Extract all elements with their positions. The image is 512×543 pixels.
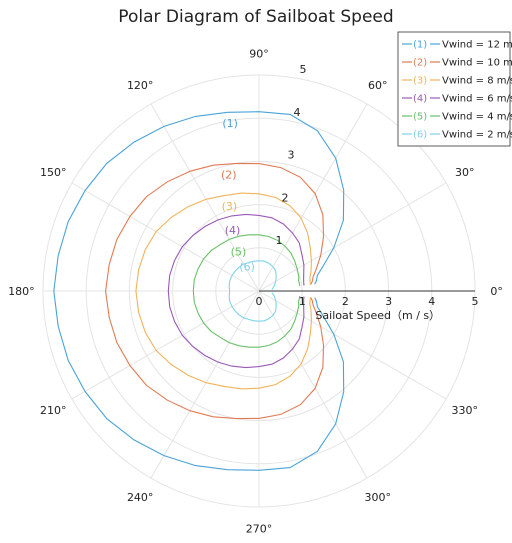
legend-marker: (5) bbox=[413, 112, 427, 123]
legend-marker: (3) bbox=[413, 76, 427, 87]
theta-tick-label: 150° bbox=[40, 166, 67, 179]
legend-entry: Vwind = 2 m/s bbox=[442, 130, 512, 141]
grid-spoke-7 bbox=[71, 290, 260, 400]
theta-tick-label: 210° bbox=[40, 404, 67, 417]
r-tick-label-upper: 1 bbox=[276, 234, 283, 247]
r-tick-label: 4 bbox=[428, 295, 435, 308]
chart-title: Polar Diagram of Sailboat Speed bbox=[118, 7, 393, 27]
curve-label-5: (5) bbox=[231, 245, 247, 258]
grid-spoke-10 bbox=[258, 290, 368, 479]
polar-grid bbox=[42, 74, 476, 508]
theta-tick-label: 240° bbox=[127, 491, 154, 504]
grid-spoke-4 bbox=[150, 103, 260, 292]
r-tick-label: 5 bbox=[472, 295, 479, 308]
theta-tick-label: 300° bbox=[365, 491, 392, 504]
legend-marker: (1) bbox=[413, 40, 427, 51]
curve-label-4: (4) bbox=[225, 224, 241, 237]
legend-marker: (4) bbox=[413, 94, 427, 105]
legend-entry: Vwind = 10 m/s bbox=[442, 58, 512, 69]
legend-marker: (6) bbox=[413, 130, 427, 141]
r-tick-label-upper: 4 bbox=[294, 106, 301, 119]
series-line-1 bbox=[53, 111, 345, 471]
r-tick-label: 3 bbox=[385, 295, 392, 308]
theta-tick-label: 60° bbox=[368, 79, 388, 92]
r-tick-label: 1 bbox=[299, 295, 306, 308]
grid-spoke-5 bbox=[71, 182, 260, 292]
theta-tick-label: 120° bbox=[127, 79, 154, 92]
legend-marker: (2) bbox=[413, 58, 427, 69]
r-tick-label-upper: 5 bbox=[300, 63, 307, 76]
legend-entry: Vwind = 8 m/s bbox=[442, 76, 512, 87]
tick-labels: 0° 30° 60° 90° 120° 150° 180° 210° 240° 270° 300° 3… bbox=[8, 47, 503, 535]
curve-label-3: (3) bbox=[222, 200, 238, 213]
grid-spoke-8 bbox=[150, 290, 260, 479]
series-line-5 bbox=[192, 234, 301, 348]
series-group bbox=[53, 111, 345, 471]
series-line-3 bbox=[135, 192, 312, 390]
curve-label-2: (2) bbox=[221, 168, 237, 181]
r-tick-label: 2 bbox=[342, 295, 349, 308]
r-tick-label-upper: 2 bbox=[282, 191, 289, 204]
grid-spoke-11 bbox=[258, 290, 447, 400]
r-tick-label: 0 bbox=[256, 295, 263, 308]
legend-entry: Vwind = 6 m/s bbox=[442, 94, 512, 105]
series-line-2 bbox=[105, 162, 325, 420]
series-line-4 bbox=[167, 213, 305, 369]
series-line-6 bbox=[228, 260, 277, 322]
grid-spoke-1 bbox=[258, 182, 447, 292]
grid-spoke-2 bbox=[258, 103, 368, 292]
legend: (1) Vwind = 12 m/s (2) Vwind = 10 m/s (3) Vwi… bbox=[397, 31, 512, 147]
theta-tick-label: 330° bbox=[452, 404, 479, 417]
curve-label-1: (1) bbox=[222, 117, 238, 130]
curve-labels: (1) (2) (3) (4) (5) (6) bbox=[221, 117, 255, 273]
r-tick-label-upper: 3 bbox=[288, 149, 295, 162]
legend-box bbox=[397, 31, 511, 147]
theta-tick-label: 30° bbox=[455, 166, 475, 179]
legend-entry: Vwind = 12 m/s bbox=[442, 40, 512, 51]
theta-tick-label: 270° bbox=[246, 523, 273, 536]
theta-tick-label: 180° bbox=[8, 285, 35, 298]
curve-label-6: (6) bbox=[239, 260, 255, 273]
theta-tick-label: 90° bbox=[249, 47, 269, 60]
theta-tick-label: 0° bbox=[490, 285, 503, 298]
legend-entry: Vwind = 4 m/s bbox=[442, 112, 512, 123]
r-axis-title: Sailoat Speed（m / s） bbox=[315, 309, 440, 322]
